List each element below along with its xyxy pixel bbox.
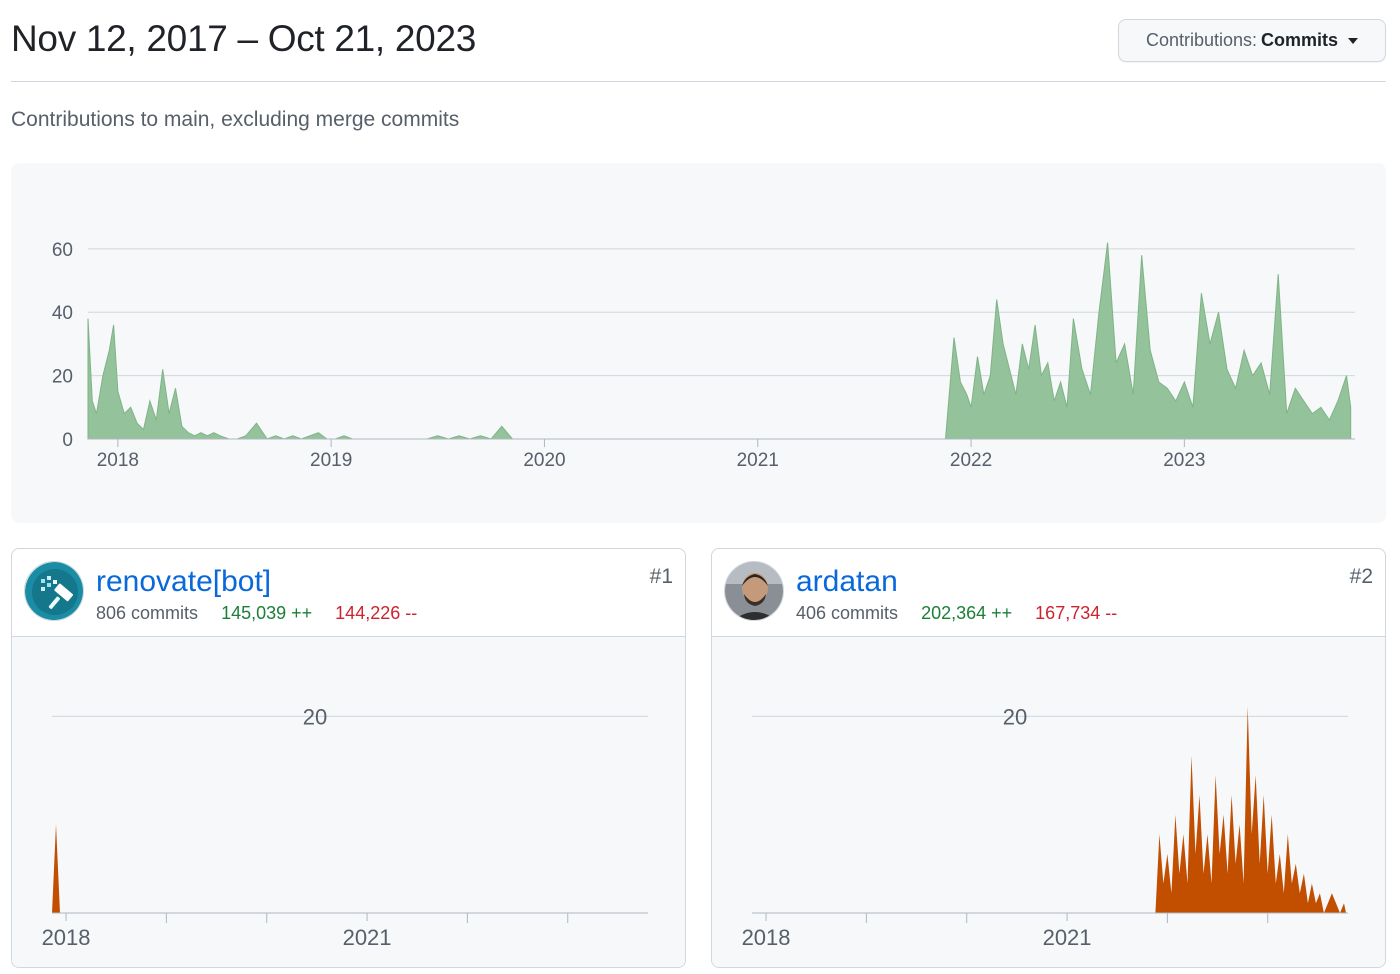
- contributor-rank: #1: [649, 565, 673, 588]
- y-tick-label: 40: [52, 303, 73, 324]
- series-area: [1155, 706, 1346, 913]
- contributor-chart-svg: 20 2018 2021: [42, 704, 648, 950]
- person-photo-icon[interactable]: [724, 561, 784, 621]
- y-tick-label: 20: [1003, 704, 1027, 729]
- filter-label: Contributions:: [1145, 30, 1258, 50]
- y-tick-label: 0: [62, 430, 73, 451]
- contributor-header: renovate[bot] 806 commits 145,039 ++ 144…: [12, 549, 685, 637]
- filter-value: Commits: [1261, 30, 1339, 50]
- renovate-logo-icon[interactable]: [24, 561, 84, 621]
- deletions-count: 167,734 --: [1035, 603, 1118, 623]
- contributor-header: ardatan 406 commits 202,364 ++ 167,734 -…: [712, 549, 1385, 637]
- x-tick-label: 2022: [950, 450, 992, 471]
- contributor-chart-svg: 20 2018 2021: [742, 704, 1348, 950]
- main-chart-svg: 0 20 40 60 2018 2019 2020 2021 2022 2023: [52, 240, 1355, 471]
- deletions-count: 144,226 --: [335, 603, 418, 623]
- x-tick-label: 2023: [1163, 450, 1205, 471]
- x-tick-label: 2021: [343, 925, 392, 950]
- contributor-chart: 20 2018 2021: [12, 637, 685, 967]
- contributor-stats: 806 commits 145,039 ++ 144,226 --: [96, 603, 417, 624]
- contributor-login-link[interactable]: ardatan: [796, 565, 898, 598]
- x-tick-label: 2021: [737, 450, 779, 471]
- x-tick-label: 2021: [1043, 925, 1092, 950]
- contributor-card-2: ardatan 406 commits 202,364 ++ 167,734 -…: [711, 548, 1386, 968]
- contributor-chart: 20 2018 2021: [712, 637, 1385, 967]
- additions-count: 145,039 ++: [221, 603, 313, 623]
- series-area: [52, 824, 646, 913]
- y-tick-label: 20: [52, 367, 73, 388]
- x-tick-label: 2020: [523, 450, 565, 471]
- caret-down-icon: [1348, 37, 1359, 44]
- x-tick-label: 2018: [742, 925, 791, 950]
- y-tick-label: 20: [303, 704, 327, 729]
- series-area: [87, 242, 1352, 440]
- contributor-rank: #2: [1349, 565, 1373, 588]
- contributions-filter-button[interactable]: Contributions: Commits: [1118, 19, 1386, 62]
- date-range-title: Nov 12, 2017 – Oct 21, 2023: [11, 18, 477, 59]
- chart-subtitle: Contributions to main, excluding merge c…: [11, 108, 460, 131]
- x-tick-label: 2019: [310, 450, 352, 471]
- page-header: Nov 12, 2017 – Oct 21, 2023 Contribution…: [11, 12, 1386, 82]
- contributor-login-link[interactable]: renovate[bot]: [96, 565, 272, 598]
- commit-count[interactable]: 406 commits: [796, 603, 899, 623]
- additions-count: 202,364 ++: [921, 603, 1013, 623]
- main-contributions-chart: 0 20 40 60 2018 2019 2020 2021 2022 2023: [11, 163, 1386, 523]
- x-tick-label: 2018: [42, 925, 91, 950]
- contributor-stats: 406 commits 202,364 ++ 167,734 --: [796, 603, 1117, 624]
- x-tick-label: 2018: [97, 450, 139, 471]
- contributor-card-1: renovate[bot] 806 commits 145,039 ++ 144…: [11, 548, 686, 968]
- commit-count[interactable]: 806 commits: [96, 603, 199, 623]
- y-tick-label: 60: [52, 240, 73, 261]
